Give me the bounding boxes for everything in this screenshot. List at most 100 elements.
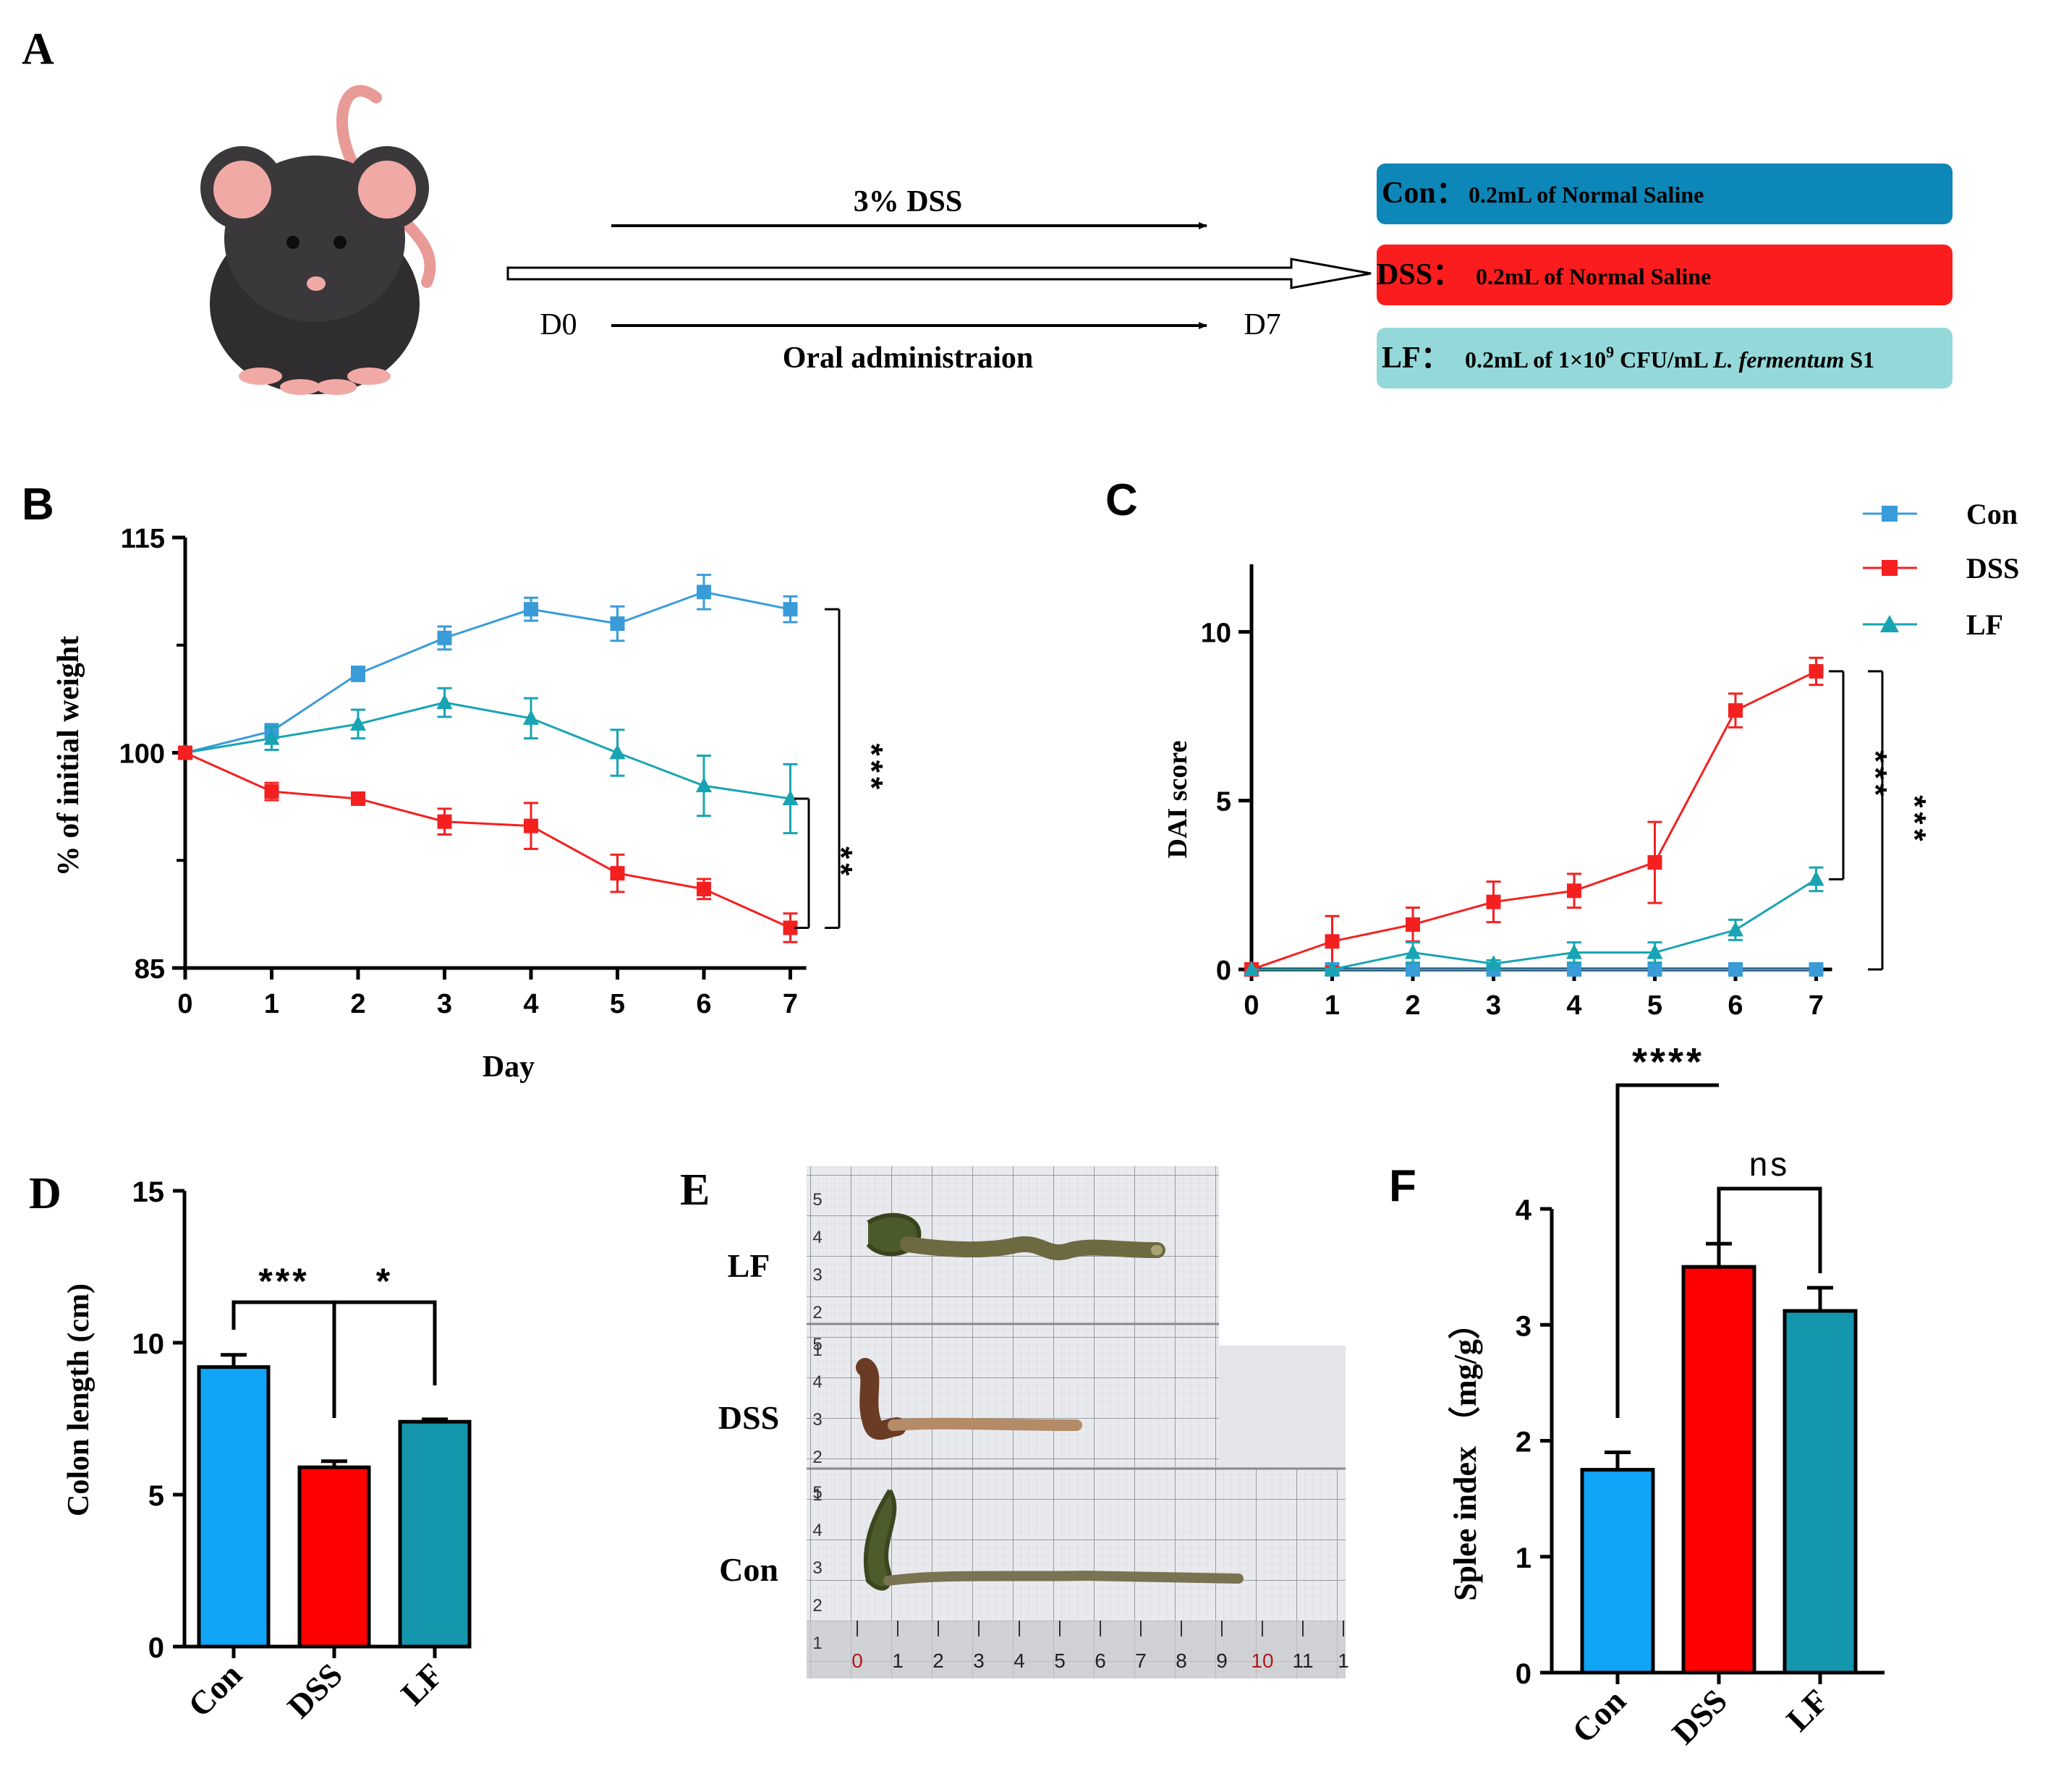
- c-series-line-dss: [1251, 670, 1817, 971]
- c-point-lf: [1324, 961, 1340, 976]
- e-row-label-con: Con: [719, 1551, 778, 1588]
- d-bar-lf: [398, 1419, 472, 1649]
- panel-b-weight-chart: B % of initial weight Day 0 1 2 3 4 5 6 7 85 100 1…: [22, 480, 889, 1084]
- timeline-hollow-arrow: [506, 258, 1372, 289]
- panel-a: A 3% DSS D0 D7 Oral administraion: [22, 25, 1953, 395]
- e-row-label-lf: LF: [728, 1247, 770, 1284]
- b-x-tick-label: 4: [523, 989, 538, 1019]
- c-point-dss: [1406, 917, 1420, 932]
- ruler-label: 8: [1176, 1649, 1187, 1672]
- legend-label-dss: DSS: [1966, 552, 2019, 585]
- colon-lf: [866, 1213, 1165, 1261]
- con-group-box: [1377, 164, 1953, 224]
- ruler-label: 3: [973, 1649, 985, 1672]
- f-x-tick-label: LF: [1779, 1682, 1835, 1738]
- c-point-lf: [1566, 943, 1582, 959]
- lf-group-box: [1377, 328, 1953, 388]
- b-point-con: [351, 666, 365, 681]
- c-x-tick-label: 6: [1728, 990, 1743, 1021]
- b-x-tick-label: 2: [350, 989, 365, 1019]
- ruler-label: 6: [1095, 1649, 1106, 1672]
- b-y-tick-label: 85: [135, 954, 165, 985]
- ruler-label: 1: [1338, 1649, 1349, 1672]
- c-significance-label: ***: [1897, 795, 1932, 845]
- d-x-tick-label: DSS: [280, 1656, 349, 1725]
- f-x-tick-label: Con: [1565, 1682, 1633, 1750]
- b-series-line-con: [184, 590, 791, 754]
- c-point-dss: [1486, 894, 1501, 909]
- lf-group-desc: 0.2mL of 1×109 CFU/mL L. fermentum S1: [1465, 343, 1874, 373]
- b-point-dss: [178, 745, 192, 760]
- b-series-line-lf: [184, 701, 791, 800]
- b-point-con: [524, 602, 538, 617]
- panel-label-c: C: [1105, 475, 1138, 525]
- ruler-label: 0: [851, 1649, 863, 1672]
- d-x-tick-label: Con: [181, 1656, 249, 1724]
- photo-scale-label: 1: [812, 1341, 822, 1360]
- b-point-dss: [524, 818, 538, 833]
- d-significance-label: ***: [258, 1261, 309, 1301]
- photo-scale-label: 5: [812, 1483, 822, 1503]
- c-y-tick-label: 10: [1201, 618, 1231, 648]
- f-significance-label: ns: [1749, 1145, 1790, 1183]
- b-point-dss: [437, 814, 452, 829]
- f-y-tick-label: 3: [1516, 1310, 1531, 1342]
- ruler-label: 11: [1292, 1649, 1313, 1672]
- panel-label-b: B: [22, 480, 54, 530]
- b-point-dss: [264, 784, 279, 799]
- c-point-dss: [1809, 663, 1824, 679]
- b-point-con: [697, 585, 711, 600]
- con-group-desc: 0.2mL of Normal Saline: [1469, 182, 1704, 208]
- ruler-label: 9: [1216, 1649, 1228, 1672]
- b-x-tick-label: 3: [437, 989, 452, 1019]
- f-significance-label: ****: [1632, 1040, 1704, 1084]
- b-significance-label: **: [823, 846, 859, 880]
- con-group-name: Con：: [1382, 177, 1466, 210]
- d-y-tick-label: 5: [148, 1480, 164, 1512]
- f-y-tick-label: 0: [1516, 1658, 1531, 1690]
- legend: Con DSS LF: [1863, 498, 2019, 641]
- ruler-label: 1: [892, 1649, 904, 1672]
- c-point-dss: [1728, 703, 1743, 718]
- photo-scale-label: 1: [812, 1485, 822, 1505]
- c-series-line-lf: [1252, 878, 1817, 971]
- mouse-illustration: [200, 85, 436, 395]
- f-bar-dss: [1681, 1265, 1756, 1675]
- b-point-lf: [350, 715, 366, 731]
- photo-scale-label: 3: [812, 1558, 822, 1578]
- d-y-tick-label: 15: [132, 1176, 165, 1208]
- c-point-dss: [1647, 855, 1662, 870]
- c-x-tick-label: 2: [1405, 990, 1420, 1021]
- b-point-lf: [696, 777, 712, 793]
- d-significance-label: *: [376, 1261, 393, 1301]
- photo-scale-label: 5: [812, 1190, 822, 1210]
- b-x-tick-label: 6: [696, 989, 711, 1019]
- legend-label-con: Con: [1966, 498, 2018, 530]
- d-y-tick-label: 10: [132, 1328, 165, 1360]
- c-x-tick-label: 3: [1486, 990, 1501, 1021]
- c-point-lf: [1485, 955, 1502, 971]
- legend-item-con: Con: [1863, 498, 2018, 530]
- dss-group-box: [1377, 245, 1953, 305]
- ruler-label: 10: [1251, 1649, 1273, 1672]
- c-point-con: [1406, 962, 1420, 977]
- b-point-lf: [523, 709, 539, 725]
- photo-scale-label: 2: [812, 1303, 822, 1322]
- photo-scale-label: 3: [812, 1265, 822, 1285]
- photo-ruler: [807, 1621, 1346, 1678]
- panel-label-a: A: [22, 25, 54, 74]
- c-x-tick-label: 7: [1809, 990, 1824, 1021]
- e-row-label-dss: DSS: [718, 1399, 779, 1436]
- d-x-tick-label: LF: [394, 1656, 450, 1712]
- f-significance-bracket: [1717, 1186, 1822, 1273]
- c-point-con: [1647, 962, 1662, 977]
- d-y-tick-label: 0: [148, 1632, 164, 1664]
- b-x-tick-label: 7: [783, 989, 798, 1019]
- ruler-label: 7: [1135, 1649, 1147, 1672]
- c-point-lf: [1405, 943, 1421, 959]
- c-point-con: [1809, 962, 1824, 977]
- b-point-con: [437, 630, 452, 645]
- b-series-line-dss: [184, 752, 791, 929]
- photo-scale-label: 3: [812, 1410, 822, 1430]
